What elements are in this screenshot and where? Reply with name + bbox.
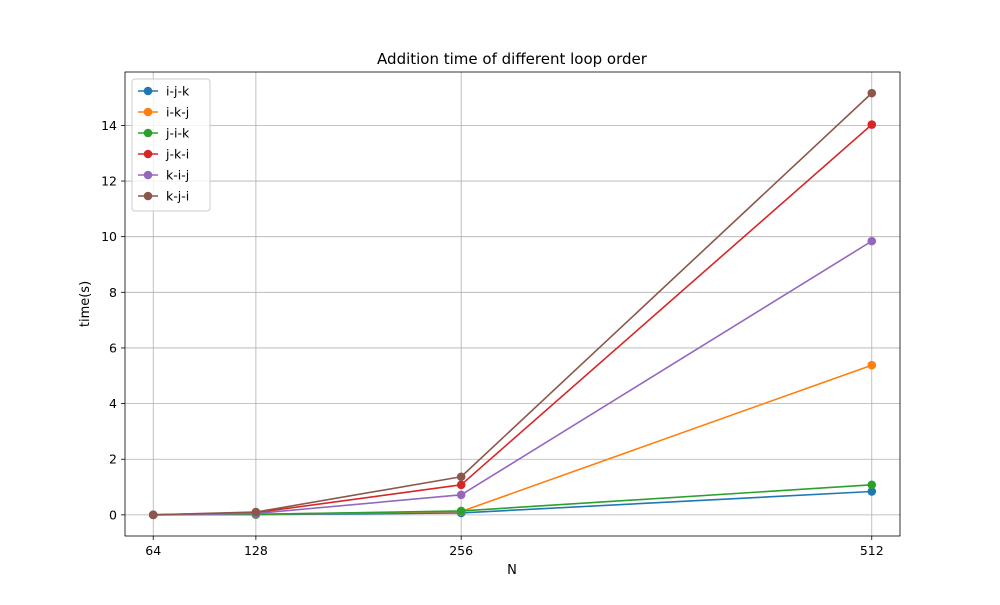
y-tick-label: 8	[109, 285, 117, 300]
y-tick-label: 6	[109, 340, 117, 355]
data-point-k-j-i	[867, 88, 877, 98]
plot-frame	[124, 71, 901, 537]
grid-lines	[125, 72, 900, 536]
legend-marker-k-j-i	[143, 191, 153, 201]
data-point-k-j-i	[251, 507, 261, 517]
data-point-k-j-i	[456, 472, 466, 482]
data-point-j-k-i	[867, 120, 877, 129]
data-point-k-j-i	[148, 510, 158, 520]
series-lines	[148, 88, 877, 520]
y-tick-label: 10	[101, 229, 117, 244]
data-point-k-i-j	[456, 490, 466, 500]
data-point-i-k-j	[867, 360, 877, 370]
x-tick-label: 256	[449, 543, 473, 558]
x-tick-label: 512	[860, 543, 884, 558]
data-point-i-j-k	[867, 487, 877, 496]
axes	[121, 71, 901, 540]
legend-marker-j-i-k	[143, 128, 153, 138]
y-tick-label: 0	[109, 507, 117, 522]
legend: i-j-k i-k-j j-i-k j-k-i k-i-j k-j-i	[131, 78, 211, 212]
legend-label-i-j-k: i-j-k	[166, 84, 190, 99]
data-point-j-k-i	[456, 480, 466, 490]
legend-marker-j-k-i	[143, 149, 153, 159]
x-tick-label: 128	[244, 543, 268, 558]
chart-title: Addition time of different loop order	[377, 50, 648, 68]
legend-marker-i-k-j	[143, 107, 153, 117]
legend-label-i-k-j: i-k-j	[166, 105, 189, 120]
series-line-k-j-i	[153, 92, 873, 516]
data-point-k-i-j	[867, 236, 877, 246]
y-tick-label: 2	[109, 452, 117, 467]
y-tick-label: 12	[101, 174, 117, 189]
legend-label-j-k-i: j-k-i	[165, 147, 189, 162]
y-axis-title: time(s)	[78, 281, 93, 327]
data-point-j-i-k	[867, 480, 877, 490]
legend-marker-k-i-j	[143, 170, 153, 180]
legend-label-j-i-k: j-i-k	[165, 126, 190, 141]
tick-labels: 64 128 256 512 0 2 4 6 8 10 12 14	[101, 118, 884, 558]
legend-label-k-i-j: k-i-j	[166, 168, 189, 183]
y-tick-label: 4	[109, 396, 117, 411]
legend-marker-i-j-k	[143, 86, 153, 96]
data-point-j-i-k	[456, 506, 466, 516]
y-tick-label: 14	[101, 118, 117, 133]
x-tick-label: 64	[145, 543, 161, 558]
legend-label-k-j-i: k-j-i	[166, 189, 189, 204]
x-axis-title: N	[507, 563, 517, 578]
